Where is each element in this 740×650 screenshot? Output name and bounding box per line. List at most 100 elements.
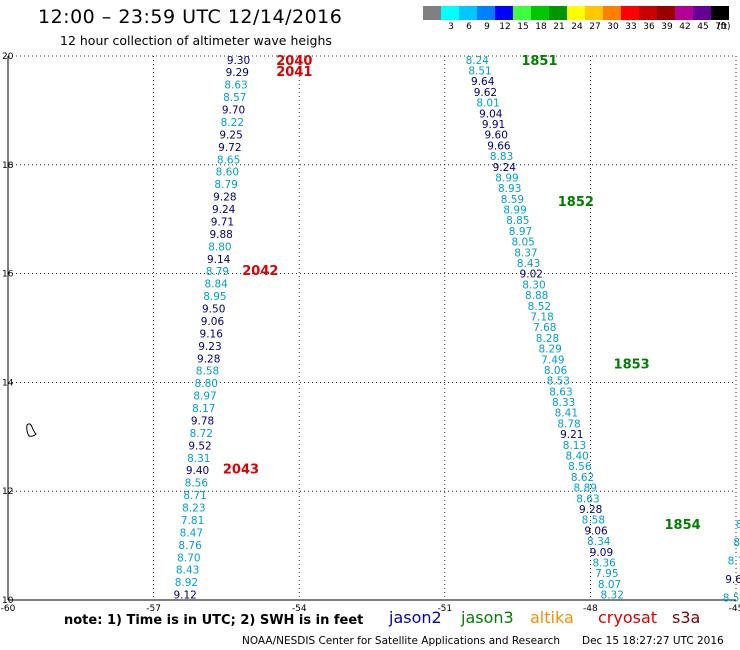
pass-time-label: 1852: [558, 195, 594, 210]
swh-value: 9.71: [211, 216, 234, 228]
color-scale-box: [423, 6, 441, 20]
swh-value: 8.23: [182, 503, 205, 515]
swh-value: 8.5: [723, 592, 740, 604]
swh-value: 9.04: [479, 108, 503, 120]
color-scale-label: 6: [466, 22, 472, 32]
swh-value: 8.29: [538, 344, 561, 356]
swh-value: 9.16: [200, 328, 224, 340]
swh-value: 8.40: [565, 451, 588, 463]
swh-value: 7.68: [533, 322, 556, 334]
color-scale-label: 42: [679, 22, 691, 32]
legend-item-altika: altika: [530, 608, 574, 627]
swh-value: 9.78: [191, 415, 214, 427]
color-scale-label: 9: [484, 22, 490, 32]
swh-value: 8.37: [514, 247, 537, 259]
color-scale-label: 18: [535, 22, 547, 32]
swh-value: 9.70: [222, 105, 245, 117]
swh-value: 8.41: [555, 408, 578, 420]
color-scale-box: [459, 6, 477, 20]
swh-value: 9.40: [186, 465, 209, 477]
swh-value: 8.30: [522, 279, 545, 291]
page-title: 12:00 – 23:59 UTC 12/14/2016: [38, 6, 343, 28]
swh-value: 8.95: [203, 291, 226, 303]
swh-value: 8.71: [183, 490, 206, 502]
swh-value: 9.28: [213, 192, 236, 204]
swh-value: 8.: [736, 519, 740, 531]
swh-value: 7.18: [530, 311, 553, 323]
color-scale-box: [675, 6, 693, 20]
color-scale-label: 12: [499, 22, 511, 32]
swh-value: 8.92: [175, 577, 198, 589]
swh-value: 8.78: [557, 418, 580, 430]
swh-value: 8.56: [568, 461, 592, 473]
lon-tick-label: -60: [1, 604, 16, 614]
swh-value: 9.30: [227, 55, 250, 67]
swh-value: 8.53: [547, 376, 570, 388]
swh-value: 8.24: [466, 55, 490, 67]
island-shape: [26, 423, 37, 437]
swh-value: 8.56: [185, 478, 209, 490]
lon-tick-label: -45: [729, 604, 740, 614]
swh-value: 8.51: [468, 66, 491, 78]
swh-value: 8.97: [193, 391, 216, 403]
pass-time-label: 2040: [276, 54, 312, 69]
color-scale-box: [477, 6, 495, 20]
swh-value: 9.62: [474, 87, 497, 99]
swh-value: 8.05: [511, 237, 534, 249]
swh-value: 8.99: [503, 205, 526, 217]
swh-value: 8.97: [509, 226, 532, 238]
swh-value: 8.52: [528, 301, 551, 313]
swh-value: 8.89: [574, 483, 597, 495]
swh-value: 8.13: [563, 440, 586, 452]
pass-time-label: 1851: [521, 54, 557, 69]
legend-item-jason2: jason2: [389, 608, 442, 627]
swh-value: 8.62: [571, 472, 594, 484]
swh-value: 7.81: [181, 515, 204, 527]
swh-value: 8.72: [190, 428, 213, 440]
swh-value: 8.80: [195, 378, 218, 390]
swh-value: 9.64: [471, 76, 495, 88]
swh-value: 9.06: [584, 525, 608, 537]
swh-value: 8.7: [728, 556, 740, 568]
color-scale-box: [585, 6, 603, 20]
swh-value: 9.60: [485, 130, 508, 142]
swh-value: 9.28: [579, 504, 602, 516]
pass-time-label: 2042: [242, 264, 278, 279]
color-scale-label: 33: [625, 22, 637, 32]
color-scale-box: [693, 6, 711, 20]
pass-time-label: 1854: [665, 518, 701, 533]
swh-value: 8.70: [177, 552, 200, 564]
lat-tick-label: 16: [2, 270, 14, 280]
pass-time-label: 2041: [276, 65, 312, 80]
swh-value: 8.17: [192, 403, 215, 415]
swh-value: 8.47: [180, 527, 203, 539]
swh-value: 8.43: [176, 565, 199, 577]
swh-value: 9.14: [207, 254, 231, 266]
color-scale-box: [639, 6, 657, 20]
lon-tick-label: -57: [146, 604, 161, 614]
swh-value: 8.32: [601, 590, 624, 602]
generation-timestamp: Dec 15 18:27:27 UTC 2016: [582, 635, 724, 647]
lat-tick-label: 18: [2, 161, 14, 171]
swh-value: 8.63: [224, 80, 247, 92]
swh-value: 9.88: [209, 229, 232, 241]
swh-value: 8.01: [476, 98, 499, 110]
swh-value: 8.79: [214, 179, 237, 191]
swh-value: 8.88: [525, 290, 548, 302]
swh-value: 9.23: [198, 341, 221, 353]
color-scale-box: [657, 6, 675, 20]
color-scale-label: 3: [448, 22, 454, 32]
swh-value: 8.58: [582, 515, 605, 527]
swh-value: 8.07: [598, 579, 621, 591]
swh-value: 9.25: [219, 129, 242, 141]
lat-tick-label: 20: [2, 52, 14, 62]
color-scale-box: [441, 6, 459, 20]
swh-value: 8.33: [552, 397, 575, 409]
swh-value: 8.83: [490, 151, 513, 163]
color-scale-box: [513, 6, 531, 20]
swh-value: 8.58: [196, 366, 219, 378]
swh-value: 9.21: [560, 429, 583, 441]
lon-tick-label: -51: [437, 604, 452, 614]
swh-value: 8.63: [549, 386, 572, 398]
